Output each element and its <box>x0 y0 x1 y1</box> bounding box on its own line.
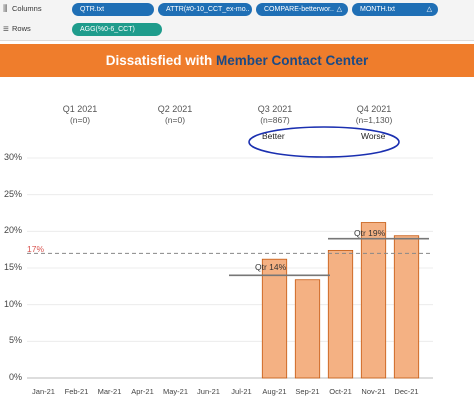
pill-month[interactable]: MONTH.txt △ <box>352 3 438 16</box>
quarter-header-q1: Q1 2021 (n=0) <box>62 104 98 125</box>
y-tick-label: 5% <box>8 335 22 346</box>
reference-line-label: 17% <box>27 244 45 254</box>
x-tick-label: Sep-21 <box>295 387 320 396</box>
delta-icon: △ <box>336 6 342 13</box>
y-tick-label: 0% <box>8 372 22 382</box>
compare-annotation-ellipse <box>248 126 400 158</box>
quarter-avg-label-q4: Qtr 19% <box>354 228 386 238</box>
bar-aug-21 <box>261 258 288 379</box>
x-tick-label: Mar-21 <box>97 387 122 396</box>
x-tick-label: Nov-21 <box>361 387 386 396</box>
rows-icon: ≡ <box>3 24 9 35</box>
columns-shelf: ⦀ Columns QTR.txt ATTR(#0-10_CCT_ex-mo..… <box>0 0 474 20</box>
y-tick-label: 20% <box>3 225 22 236</box>
y-tick-label: 30% <box>3 152 22 162</box>
pill-agg-cct[interactable]: AGG(%0-6_CCT) <box>72 23 162 36</box>
compare-better-label: Better <box>262 131 285 141</box>
x-tick-label: Oct-21 <box>329 387 352 396</box>
bar-oct-21 <box>327 249 354 379</box>
bar-nov-21 <box>360 222 387 379</box>
x-tick-label: Apr-21 <box>131 387 154 396</box>
pill-attr-cct[interactable]: ATTR(#0-10_CCT_ex-mo.. <box>158 3 252 16</box>
x-tick-label: Jan-21 <box>32 387 55 396</box>
y-tick-label: 15% <box>3 262 22 272</box>
columns-shelf-label: Columns <box>12 4 42 13</box>
quarter-avg-label-q3: Qtr 14% <box>255 262 287 272</box>
quarter-header-q2: Q2 2021 (n=0) <box>157 104 193 125</box>
y-tick-label: 10% <box>3 298 22 309</box>
x-tick-label: Jul-21 <box>231 387 252 396</box>
compare-worse-label: Worse <box>361 131 386 141</box>
bar-dec-21 <box>393 235 420 379</box>
x-tick-label: May-21 <box>162 387 188 396</box>
quarter-header-q4: Q4 2021 (n=1,130) <box>355 104 393 125</box>
shelves-panel: ⦀ Columns QTR.txt ATTR(#0-10_CCT_ex-mo..… <box>0 0 474 41</box>
rows-shelf: ≡ Rows AGG(%0-6_CCT) <box>0 20 474 40</box>
x-tick-label: Jun-21 <box>197 387 220 396</box>
chart-title: Dissatisfied with Member Contact Center <box>0 44 474 77</box>
quarter-header-q3: Q3 2021 (n=867) <box>257 104 293 125</box>
rows-shelf-label: Rows <box>12 24 31 33</box>
y-tick-label: 25% <box>3 188 22 199</box>
x-tick-label: Feb-21 <box>64 387 89 396</box>
columns-icon: ⦀ <box>3 4 8 15</box>
bar-sep-21 <box>294 279 321 379</box>
pill-qtr[interactable]: QTR.txt <box>72 3 154 16</box>
delta-icon: △ <box>426 6 432 13</box>
x-tick-label: Aug-21 <box>262 387 287 396</box>
x-tick-label: Dec-21 <box>394 387 419 396</box>
pill-compare[interactable]: COMPARE-betterwor.. △ <box>256 3 348 16</box>
